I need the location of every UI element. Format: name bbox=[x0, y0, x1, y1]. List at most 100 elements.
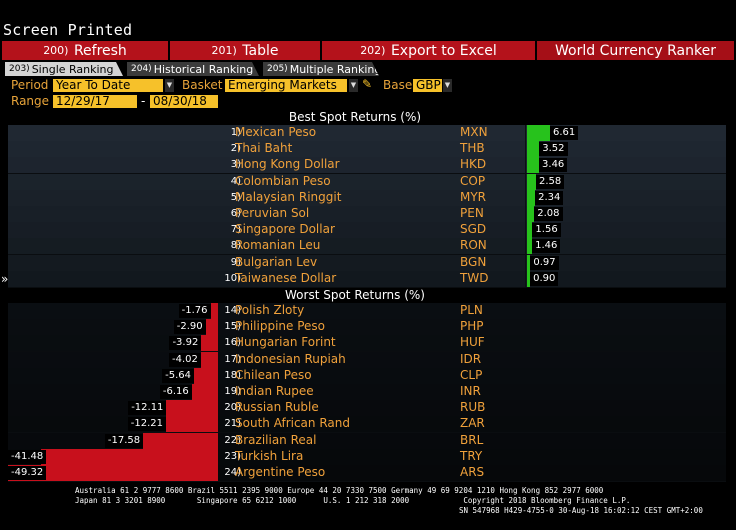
table-row[interactable]: 17) Indonesian Rupiah IDR -4.02 bbox=[8, 351, 726, 369]
row-currency-code: RUB bbox=[460, 400, 486, 415]
return-value-label: 0.97 bbox=[530, 255, 559, 270]
row-currency-name[interactable]: Chilean Peso bbox=[235, 367, 312, 382]
table-row[interactable]: 7) Singapore Dollar SGD 1.56 bbox=[8, 222, 726, 240]
table-row[interactable]: 14) Polish Zloty PLN -1.76 bbox=[8, 303, 726, 320]
footer-contacts-line-2: Japan 81 3 3201 8900 Singapore 65 6212 1… bbox=[75, 496, 631, 505]
negative-return-bar bbox=[193, 367, 218, 384]
tab-single-ranking[interactable]: 203) Single Ranking bbox=[5, 62, 123, 76]
tab-multiple-number: 205) bbox=[267, 64, 288, 74]
row-rank: 14) bbox=[224, 305, 241, 316]
table-button[interactable]: 201) Table bbox=[170, 41, 322, 60]
negative-return-bar bbox=[143, 432, 218, 449]
row-currency-code: CLP bbox=[460, 367, 483, 382]
row-currency-code: PHP bbox=[460, 319, 484, 334]
row-currency-code: BRL bbox=[460, 432, 484, 447]
row-currency-code: HKD bbox=[460, 157, 487, 172]
row-rank: 18) bbox=[224, 369, 241, 381]
row-currency-name[interactable]: South African Rand bbox=[235, 416, 350, 431]
table-row[interactable]: 16) Hungarian Forint HUF -3.92 bbox=[8, 335, 726, 353]
return-value-label: 6.61 bbox=[550, 126, 579, 140]
base-dropdown-icon[interactable]: ▼ bbox=[443, 79, 452, 92]
row-currency-name[interactable]: Russian Ruble bbox=[235, 400, 319, 415]
table-row[interactable]: 23) Turkish Lira TRY -41.48 bbox=[8, 448, 726, 466]
row-currency-name[interactable]: Indian Rupee bbox=[235, 384, 314, 398]
table-row[interactable]: 2) Thai Baht THB 3.52 bbox=[8, 141, 726, 159]
return-value-label: 1.46 bbox=[532, 239, 561, 254]
row-currency-name[interactable]: Thai Baht bbox=[235, 141, 293, 156]
table-row[interactable]: 9) Bulgarian Lev BGN 0.97 bbox=[8, 254, 726, 272]
table-row[interactable]: 4) Colombian Peso COP 2.58 bbox=[8, 173, 726, 191]
table-row[interactable]: 21) South African Rand ZAR -12.21 bbox=[8, 416, 726, 434]
row-currency-name[interactable]: Bulgarian Lev bbox=[235, 254, 318, 269]
table-row[interactable]: 24) Argentine Peso ARS -49.32 bbox=[8, 465, 726, 482]
period-label: Period bbox=[11, 78, 49, 92]
row-rank: 3) bbox=[230, 159, 241, 171]
row-currency-name[interactable]: Romanian Leu bbox=[235, 238, 321, 253]
row-currency-name[interactable]: Mexican Peso bbox=[235, 125, 317, 139]
table-row[interactable]: 10) Taiwanese Dollar TWD 0.90 bbox=[8, 270, 726, 288]
row-currency-name[interactable]: Polish Zloty bbox=[235, 303, 305, 317]
row-rank: 4) bbox=[230, 175, 241, 187]
footer-session-line: SN 547968 H429-4755-0 30-Aug-18 16:02:12… bbox=[459, 506, 703, 515]
range-start-input[interactable]: 12/29/17 bbox=[53, 95, 137, 108]
base-currency-select[interactable]: GBP bbox=[413, 79, 442, 92]
basket-dropdown-icon[interactable]: ▼ bbox=[349, 79, 358, 92]
table-row[interactable]: 5) Malaysian Ringgit MYR 2.34 bbox=[8, 189, 726, 207]
row-currency-name[interactable]: Philippine Peso bbox=[235, 319, 325, 334]
table-row[interactable]: 6) Peruvian Sol PEN 2.08 bbox=[8, 206, 726, 223]
row-rank: 19) bbox=[224, 386, 241, 397]
row-currency-name[interactable]: Taiwanese Dollar bbox=[235, 270, 337, 285]
table-row[interactable]: 20) Russian Ruble RUB -12.11 bbox=[8, 400, 726, 418]
table-row[interactable]: 1) Mexican Peso MXN 6.61 bbox=[8, 125, 726, 142]
screen-printed-title: Screen Printed bbox=[3, 21, 133, 39]
return-value-label: -12.11 bbox=[128, 401, 167, 416]
tab-historical-ranking[interactable]: 204) Historical Ranking bbox=[127, 62, 259, 76]
row-currency-name[interactable]: Turkish Lira bbox=[235, 448, 304, 463]
table-row[interactable]: 15) Philippine Peso PHP -2.90 bbox=[8, 319, 726, 337]
tab-historical-number: 204) bbox=[131, 64, 152, 74]
tab-multiple-label: Multiple Ranking bbox=[289, 62, 382, 76]
return-value-label: 2.34 bbox=[535, 190, 564, 205]
period-select[interactable]: Year To Date bbox=[53, 79, 163, 92]
table-row[interactable]: 22) Brazilian Real BRL -17.58 bbox=[8, 432, 726, 450]
refresh-button[interactable]: 200) Refresh bbox=[2, 41, 170, 60]
negative-return-bar bbox=[166, 416, 218, 433]
row-rank: 16) bbox=[224, 337, 241, 349]
table-row[interactable]: 3) Hong Kong Dollar HKD 3.46 bbox=[8, 157, 726, 175]
row-currency-code: ZAR bbox=[460, 416, 485, 431]
toolbar: 200) Refresh 201) Table 202) Export to E… bbox=[2, 41, 734, 60]
row-currency-code: THB bbox=[460, 141, 485, 156]
row-currency-name[interactable]: Argentine Peso bbox=[235, 465, 326, 479]
return-value-label: -6.16 bbox=[159, 385, 192, 399]
range-end-input[interactable]: 08/30/18 bbox=[150, 95, 218, 108]
row-currency-code: INR bbox=[460, 384, 481, 398]
positive-return-bar bbox=[527, 206, 535, 222]
tab-single-number: 203) bbox=[9, 64, 30, 74]
row-currency-name[interactable]: Brazilian Real bbox=[235, 432, 317, 447]
row-currency-name[interactable]: Peruvian Sol bbox=[235, 206, 310, 220]
return-value-label: 2.58 bbox=[535, 174, 565, 189]
row-currency-name[interactable]: Colombian Peso bbox=[235, 173, 331, 188]
edit-pencil-icon[interactable]: ✎ bbox=[362, 77, 373, 91]
row-currency-name[interactable]: Singapore Dollar bbox=[235, 222, 335, 237]
period-dropdown-icon[interactable]: ▼ bbox=[165, 79, 174, 92]
table-row[interactable]: 18) Chilean Peso CLP -5.64 bbox=[8, 367, 726, 385]
basket-select[interactable]: Emerging Markets bbox=[225, 79, 347, 92]
row-rank: 7) bbox=[230, 224, 241, 236]
table-row[interactable]: 19) Indian Rupee INR -6.16 bbox=[8, 384, 726, 401]
chevron-left-icon[interactable]: » bbox=[1, 272, 9, 286]
row-rank: 1) bbox=[230, 127, 241, 138]
positive-return-bar bbox=[527, 238, 533, 255]
export-to-excel-button[interactable]: 202) Export to Excel bbox=[322, 41, 537, 60]
app-title: World Currency Ranker bbox=[537, 41, 734, 60]
row-currency-name[interactable]: Malaysian Ringgit bbox=[235, 189, 342, 204]
row-currency-name[interactable]: Hungarian Forint bbox=[235, 335, 336, 350]
row-rank: 23) bbox=[224, 450, 241, 462]
negative-return-bar bbox=[201, 335, 218, 352]
positive-return-bar bbox=[527, 270, 531, 287]
row-currency-name[interactable]: Hong Kong Dollar bbox=[235, 157, 340, 172]
table-row[interactable]: 8) Romanian Leu RON 1.46 bbox=[8, 238, 726, 256]
row-rank: 10) bbox=[224, 272, 241, 284]
row-currency-name[interactable]: Indonesian Rupiah bbox=[235, 351, 346, 366]
tab-multiple-ranking[interactable]: 205) Multiple Ranking bbox=[263, 62, 379, 76]
